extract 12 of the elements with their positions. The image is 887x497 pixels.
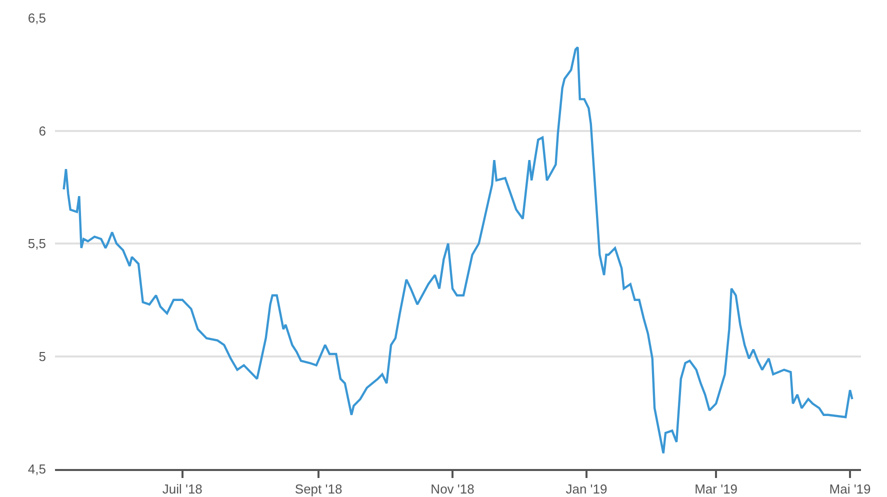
- y-tick-label: 5,5: [28, 236, 46, 252]
- y-tick-label: 6,5: [28, 10, 46, 26]
- line-series: [62, 46, 854, 454]
- y-tick-label: 4,5: [28, 462, 46, 477]
- x-tick-label: Sept '18: [294, 482, 342, 497]
- x-tick-label: Nov '18: [430, 482, 474, 497]
- x-tick-label: Juil '18: [162, 482, 202, 497]
- y-tick-label: 5: [38, 348, 46, 364]
- x-tick-label: Mai '19: [829, 482, 871, 497]
- x-tick-label: Mar '19: [694, 482, 738, 497]
- x-tick-label: Jan '19: [566, 482, 608, 497]
- y-tick-label: 6: [38, 123, 46, 138]
